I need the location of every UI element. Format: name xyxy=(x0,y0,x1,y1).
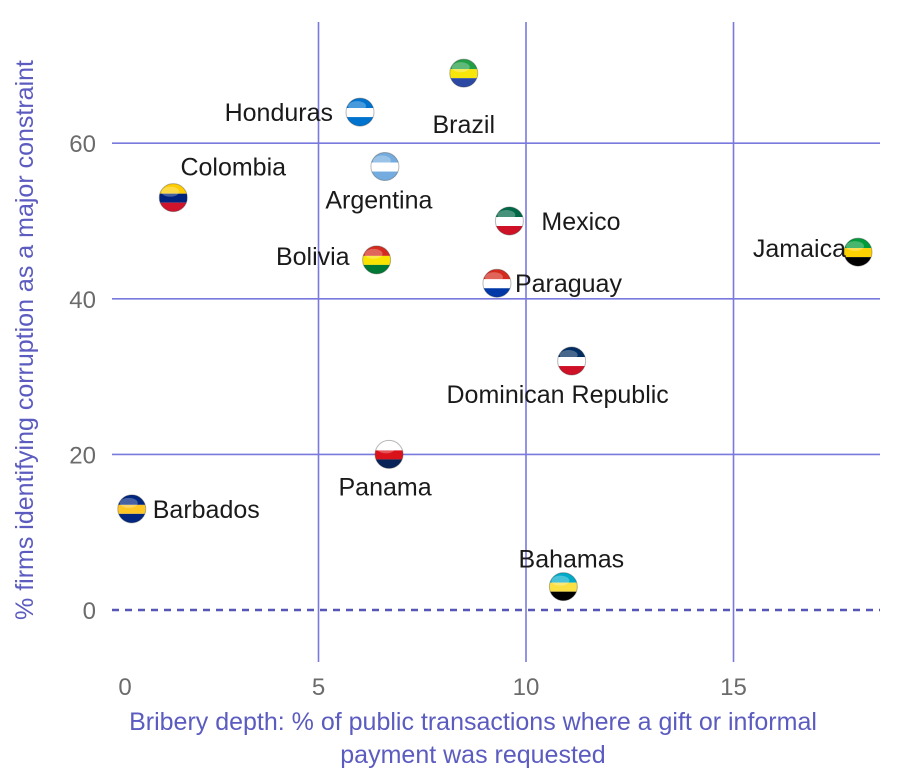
jamaica-flag-icon xyxy=(843,237,873,267)
argentina-flag-icon xyxy=(370,152,400,182)
x-axis-label-line-1: Bribery depth: % of public transactions … xyxy=(129,708,817,736)
point-label: Jamaica xyxy=(753,235,846,263)
point-label: Barbados xyxy=(153,496,260,524)
y-tick-label: 40 xyxy=(69,287,96,314)
honduras-flag-icon xyxy=(345,97,375,127)
paraguay-flag-icon xyxy=(482,268,512,298)
panama-flag-icon xyxy=(374,439,404,469)
bahamas-flag-icon xyxy=(548,572,578,602)
x-tick-label: 5 xyxy=(312,674,325,701)
dominican-republic-flag-icon xyxy=(557,346,587,376)
point-label: Mexico xyxy=(541,208,620,236)
barbados-flag-icon xyxy=(117,494,147,524)
point-label: Paraguay xyxy=(515,270,623,298)
brazil-flag-icon xyxy=(449,58,479,88)
point-label: Bahamas xyxy=(519,546,625,574)
point-label: Panama xyxy=(338,473,431,501)
y-tick-label: 60 xyxy=(69,131,96,158)
mexico-flag-icon xyxy=(494,206,524,236)
point-label: Brazil xyxy=(432,111,495,139)
point-label: Bolivia xyxy=(276,243,350,271)
point-label: Argentina xyxy=(325,187,432,215)
point-label: Dominican Republic xyxy=(446,381,668,409)
x-tick-label: 0 xyxy=(118,674,131,701)
bolivia-flag-icon xyxy=(362,245,392,275)
point-label: Colombia xyxy=(180,154,286,182)
point-label: Honduras xyxy=(225,99,333,127)
y-tick-label: 0 xyxy=(83,598,96,625)
x-axis-label-line-2: payment was requested xyxy=(340,741,605,769)
y-axis-label: % firms identifying corruption as a majo… xyxy=(11,60,39,620)
x-tick-label: 10 xyxy=(513,674,540,701)
x-tick-label: 15 xyxy=(720,674,747,701)
venezuela-flag-icon xyxy=(158,183,188,213)
y-tick-label: 20 xyxy=(69,442,96,469)
